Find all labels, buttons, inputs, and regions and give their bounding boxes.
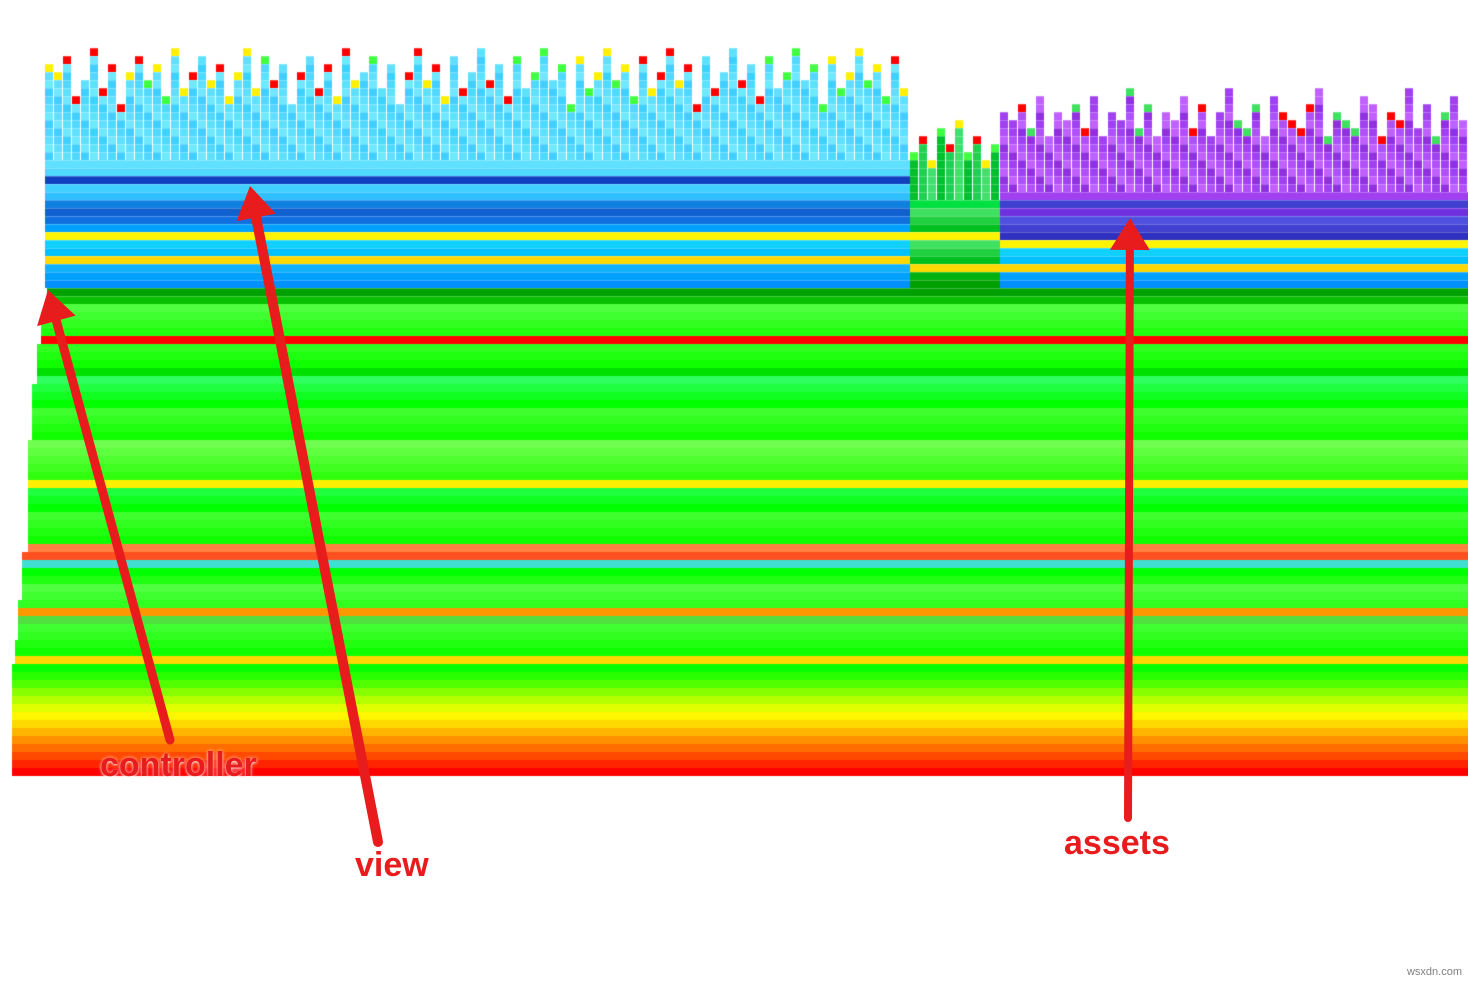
flamegraph-canvas xyxy=(0,0,1468,982)
watermark: wsxdn.com xyxy=(1407,966,1462,978)
annotation-label-assets: assets xyxy=(1064,824,1170,863)
annotation-label-controller: controller xyxy=(100,746,257,785)
annotation-label-view: view xyxy=(355,846,429,885)
